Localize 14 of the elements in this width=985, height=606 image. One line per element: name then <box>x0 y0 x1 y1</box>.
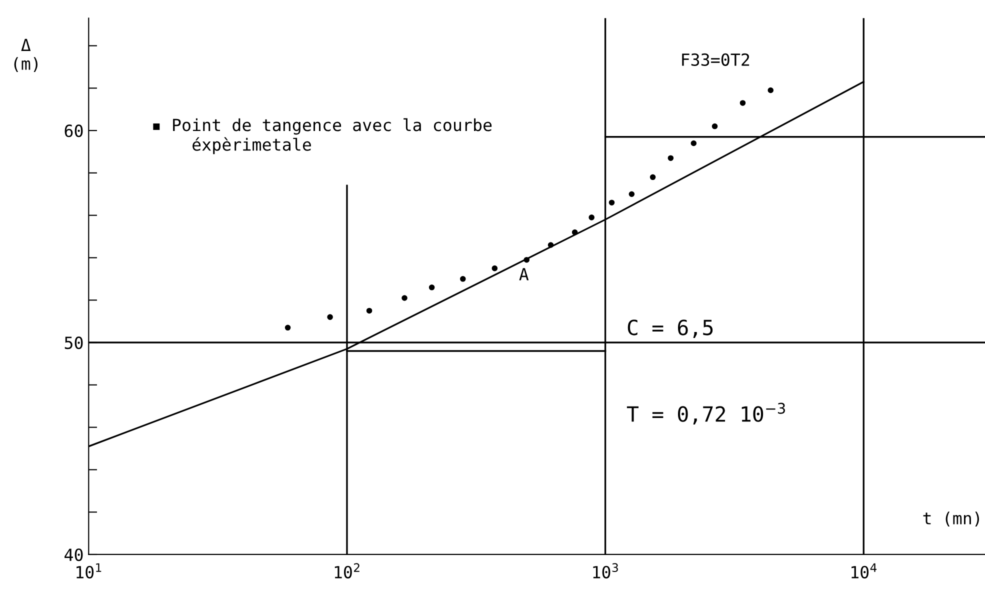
y-tick-label: 50 <box>64 336 83 350</box>
x-tick-label: 10$^{2}$ <box>334 563 360 578</box>
y-tick-label: 40 <box>64 548 83 562</box>
annotation: F33=0T2 <box>682 53 750 66</box>
x-tick-label: 10$^{1}$ <box>76 563 102 578</box>
annotation: A <box>519 268 529 280</box>
x-tick-label: 10$^{3}$ <box>593 563 618 578</box>
y-tick-label: 60 <box>64 124 83 138</box>
y-axis-title: Δ (m) <box>14 38 38 72</box>
x-axis-title: t (mn) <box>923 512 979 526</box>
annotation: C = 6,5 <box>628 320 713 338</box>
annotation: ▪ Point de tangence avec la courbe éxpèrimetale <box>153 118 492 154</box>
x-tick-label: 10$^{4}$ <box>852 563 877 578</box>
annotation: T = 0,72 10$^{−3}$ <box>626 402 785 425</box>
